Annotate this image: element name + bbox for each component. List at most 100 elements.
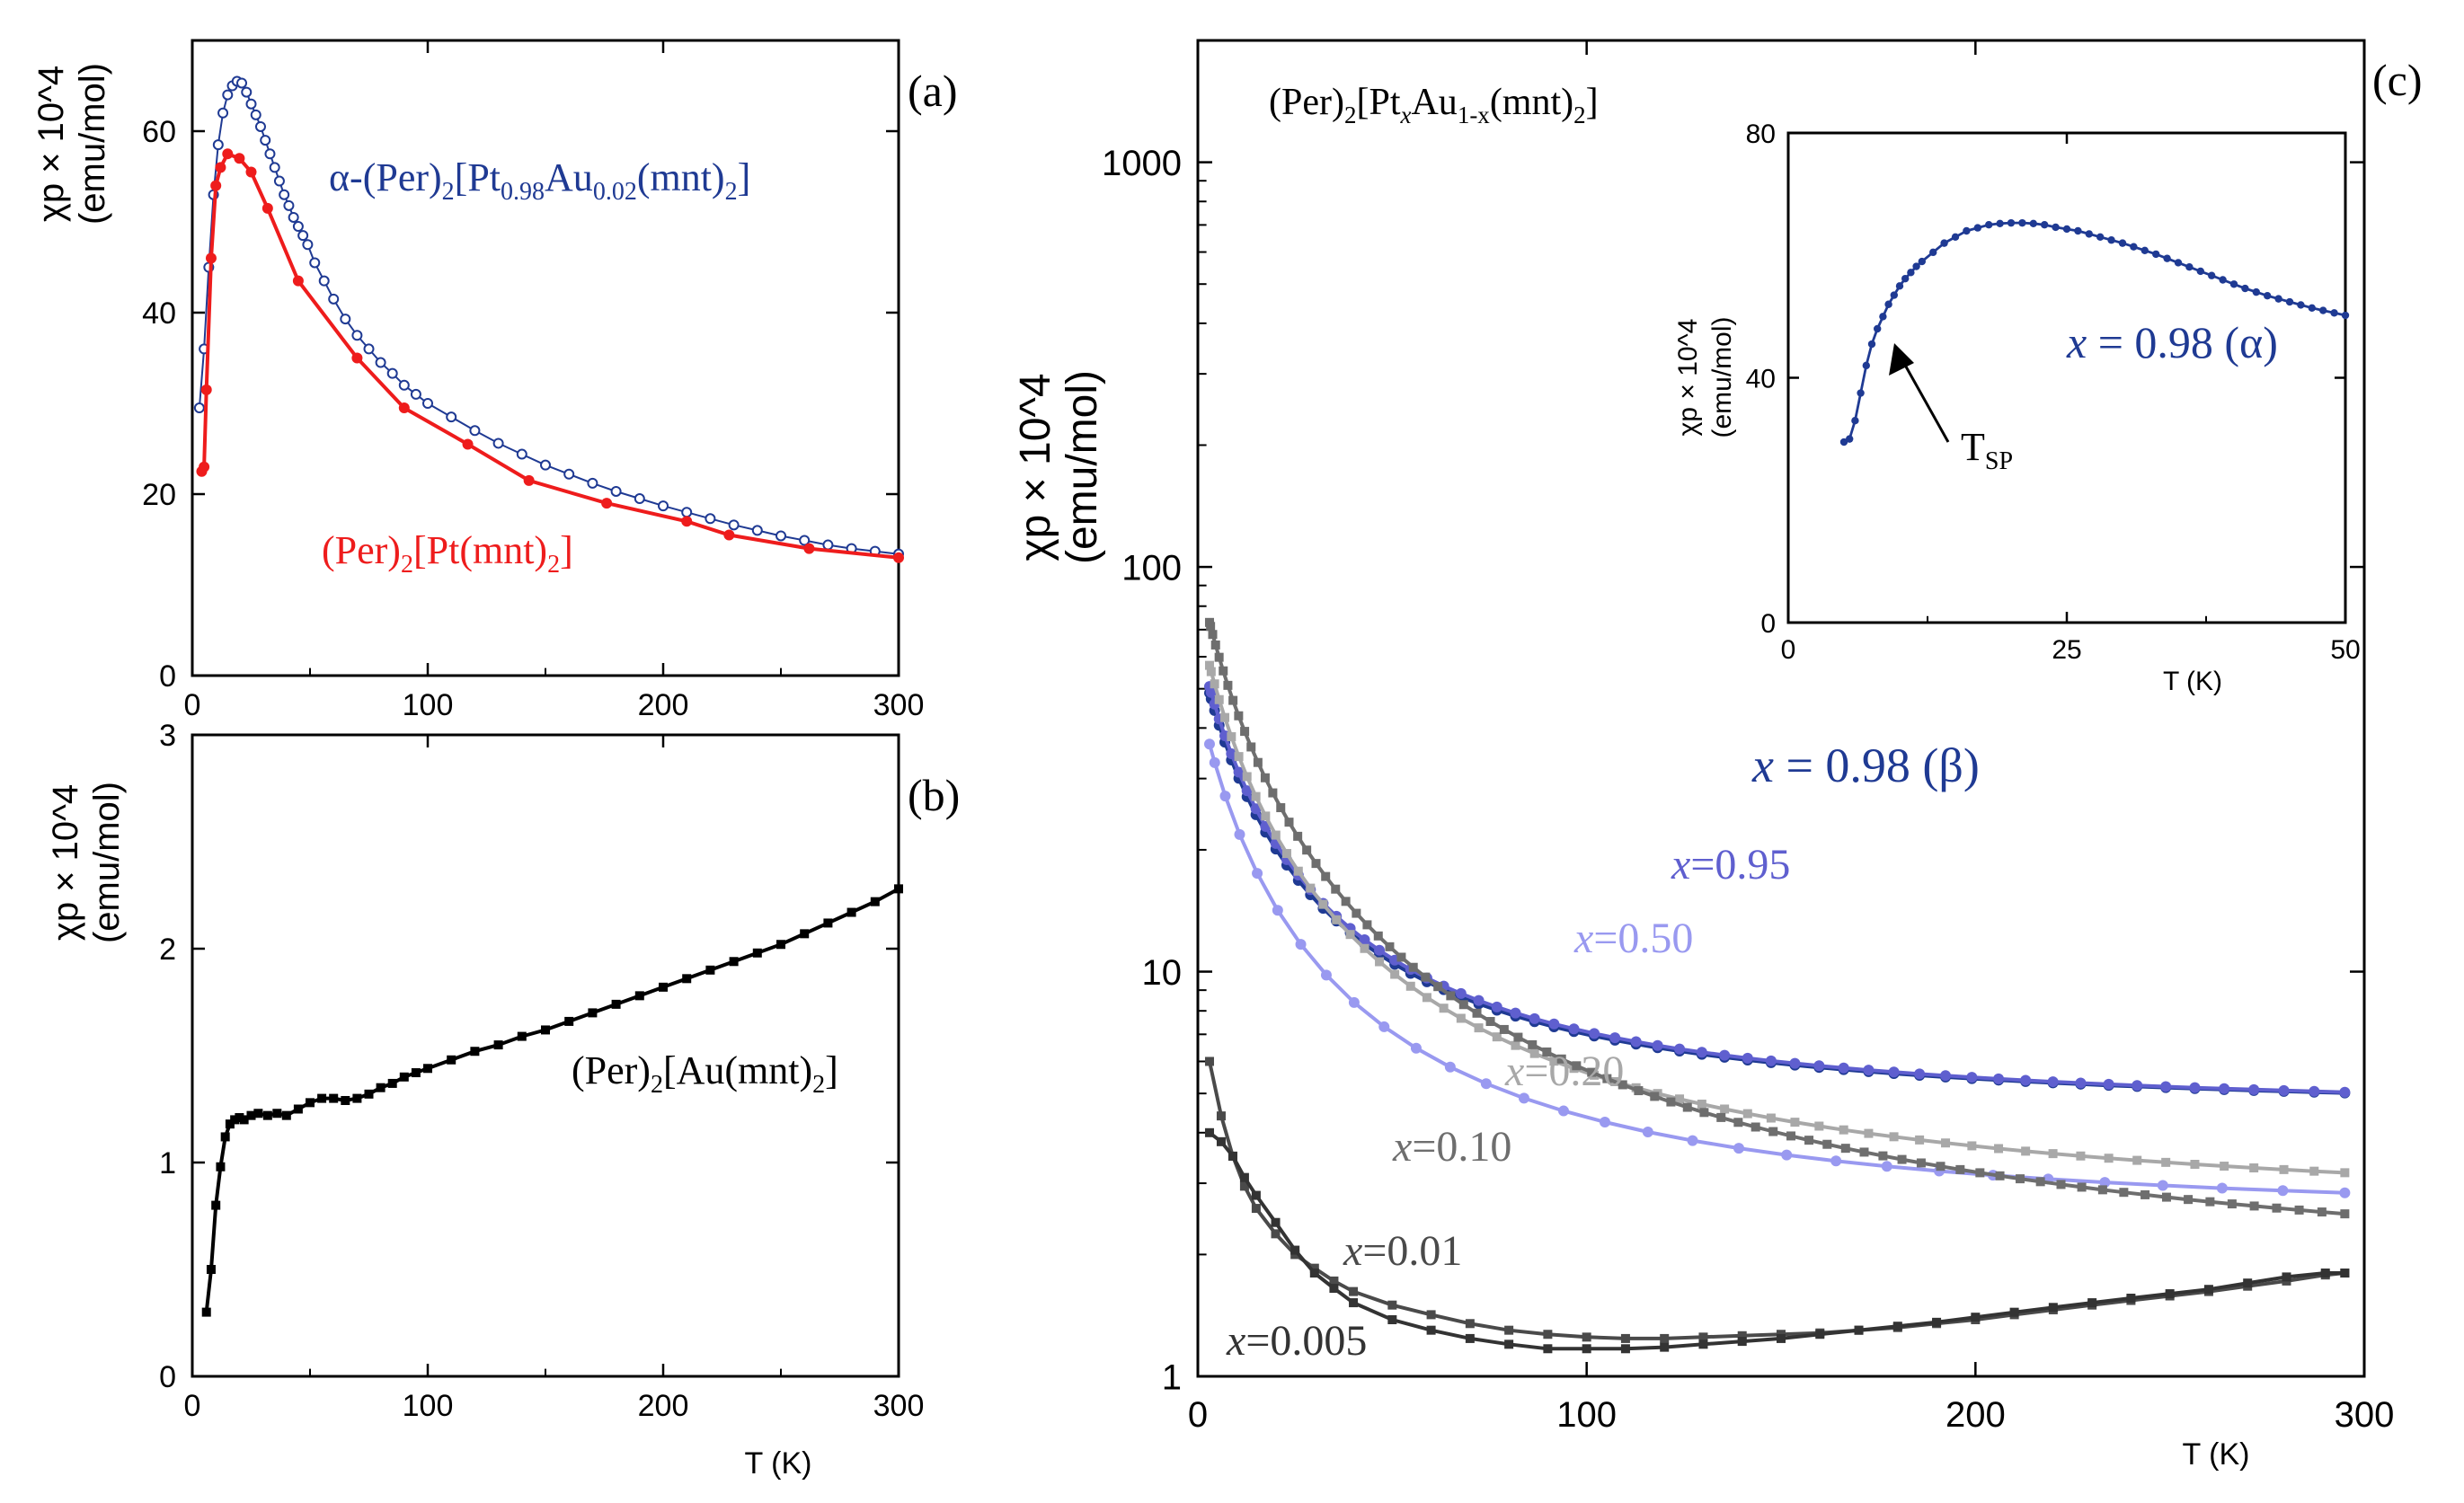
panel-c-point xyxy=(2340,1269,2350,1278)
panel-c-point xyxy=(1456,1013,1466,1023)
inset-point xyxy=(1901,274,1910,283)
panel-c-point xyxy=(1915,1135,1925,1145)
panel-c-point xyxy=(2320,1269,2330,1278)
panel-b-y-tick-label: 1 xyxy=(159,1146,176,1180)
panel-c-point xyxy=(1329,1284,1339,1294)
panel-b-x-ticks: 0 100 200 300 xyxy=(184,735,925,1423)
panel-c-series-labels: x = 0.98 (β) x=0.95 x=0.50 x=0.20 x=0.10 x=0.… xyxy=(1226,738,1980,1365)
panel-c-point xyxy=(1543,1330,1553,1339)
panel-c-series-label: x=0.95 xyxy=(1671,841,1790,889)
panel-b-x-tick-label: 300 xyxy=(873,1389,925,1423)
panel-a-point xyxy=(210,180,222,191)
panel-a-point xyxy=(241,86,253,98)
panel-c-point xyxy=(2035,1177,2045,1187)
panel-a-point xyxy=(893,552,904,563)
panel-c-point xyxy=(1387,1314,1397,1324)
panel-c-point xyxy=(1446,991,1456,1001)
panel-a-point xyxy=(340,314,351,325)
panel-b-point xyxy=(329,1093,339,1103)
panel-c-point xyxy=(2097,1185,2107,1195)
inset-point xyxy=(2229,280,2238,288)
inset-point xyxy=(2341,311,2350,320)
panel-a-point xyxy=(269,162,280,173)
pt-series-label: (Per)2[Pt(mnt)2] xyxy=(322,528,573,579)
inset-point xyxy=(1912,262,1920,270)
panel-c-point xyxy=(1387,1300,1397,1310)
panel-a-point xyxy=(634,493,645,505)
panel-c-point xyxy=(2340,1209,2350,1219)
panel-c-point xyxy=(1405,981,1415,991)
panel-c-point xyxy=(1241,785,1253,797)
panel-c-x-axis-label: T (K) xyxy=(2183,1437,2250,1472)
panel-c-point xyxy=(1426,1325,1436,1335)
inset-point xyxy=(2163,254,2171,262)
panel-c-point xyxy=(1660,1333,1670,1343)
panel-a-point xyxy=(328,293,340,305)
panel-a-x-ticks: 0 100 200 300 xyxy=(184,40,924,722)
panel-c-point xyxy=(1994,1144,2004,1154)
panel-c-point xyxy=(2087,1298,2097,1308)
panel-c-point xyxy=(1433,982,1443,992)
panel-c-point xyxy=(1652,1039,1663,1051)
panel-c-point xyxy=(1426,1310,1436,1320)
inset-point xyxy=(2029,219,2037,228)
panel-c-point xyxy=(1967,1141,1977,1151)
au-series-label: (Per)2[Au(mnt)2] xyxy=(572,1048,838,1099)
panel-a-point xyxy=(279,189,290,200)
panel-c-point xyxy=(1572,1061,1582,1071)
panel-c-point xyxy=(1543,1344,1553,1354)
panel-c-point xyxy=(1246,742,1256,752)
panel-c-point xyxy=(1975,1168,1985,1178)
panel-c-point xyxy=(1995,1171,2005,1180)
panel-c-point xyxy=(1768,1127,1778,1136)
panel-a-point xyxy=(386,367,398,379)
panel-a-point xyxy=(222,148,234,160)
panel-c-point xyxy=(1309,1269,1319,1278)
panel-c-point xyxy=(1822,1139,1832,1149)
inset-series xyxy=(1839,218,2350,446)
panel-c-point xyxy=(2047,1076,2059,1088)
panel-c-point xyxy=(1609,1032,1621,1044)
panel-c-point xyxy=(2048,1149,2058,1159)
panel-c-title: (Per)2[PtxAu1-x(mnt)2] xyxy=(1269,82,1599,128)
inset-point xyxy=(2196,267,2204,276)
panel-c-point xyxy=(2165,1289,2175,1299)
inset-point xyxy=(2096,233,2105,242)
inset-point xyxy=(1985,220,1993,229)
panel-a-y-tick-label: 20 xyxy=(142,478,176,512)
panel-c-point xyxy=(1548,1018,1560,1030)
panel-a-point xyxy=(587,477,598,489)
panel-b-point xyxy=(611,999,621,1009)
panel-c-point xyxy=(2103,1078,2114,1090)
inset-point xyxy=(1874,324,1882,333)
panel-c-point xyxy=(1226,748,1237,760)
panel-c-point xyxy=(1863,1065,1875,1076)
panel-c-point xyxy=(2309,1085,2320,1097)
panel-c-point xyxy=(1781,1149,1793,1161)
panel-c-point xyxy=(1838,1062,1849,1074)
panel-c-point xyxy=(1465,1333,1475,1343)
inset-point xyxy=(1973,224,1981,232)
inset-x-tick-label: 25 xyxy=(2052,635,2081,665)
panel-b-y-tick-label: 0 xyxy=(159,1360,176,1394)
panel-c-point xyxy=(1518,1092,1529,1104)
panel-c-point xyxy=(1268,788,1278,798)
panel-c-point xyxy=(1261,811,1271,821)
panel-c-point xyxy=(1675,1094,1685,1104)
panel-c-point xyxy=(1666,1097,1676,1107)
panel-b-point xyxy=(317,1093,327,1103)
panel-c-point xyxy=(2294,1205,2304,1215)
panel-b-series-0 xyxy=(201,884,903,1317)
panel-c-point xyxy=(1205,686,1217,698)
panel-c-point xyxy=(1698,1332,1708,1342)
tsp-arrow: TSP xyxy=(1889,343,2013,475)
inset-point xyxy=(1879,313,1887,321)
panel-c-point xyxy=(1271,830,1281,840)
panel-c-point xyxy=(1321,871,1331,881)
panel-c-series-label: x=0.005 xyxy=(1226,1317,1367,1365)
panel-c-point xyxy=(1733,1143,1745,1154)
panel-c-point xyxy=(1742,1109,1752,1118)
panel-a-series-1-line xyxy=(199,151,900,560)
panel-b-point xyxy=(306,1098,315,1108)
panel-c-point xyxy=(2278,1084,2290,1096)
